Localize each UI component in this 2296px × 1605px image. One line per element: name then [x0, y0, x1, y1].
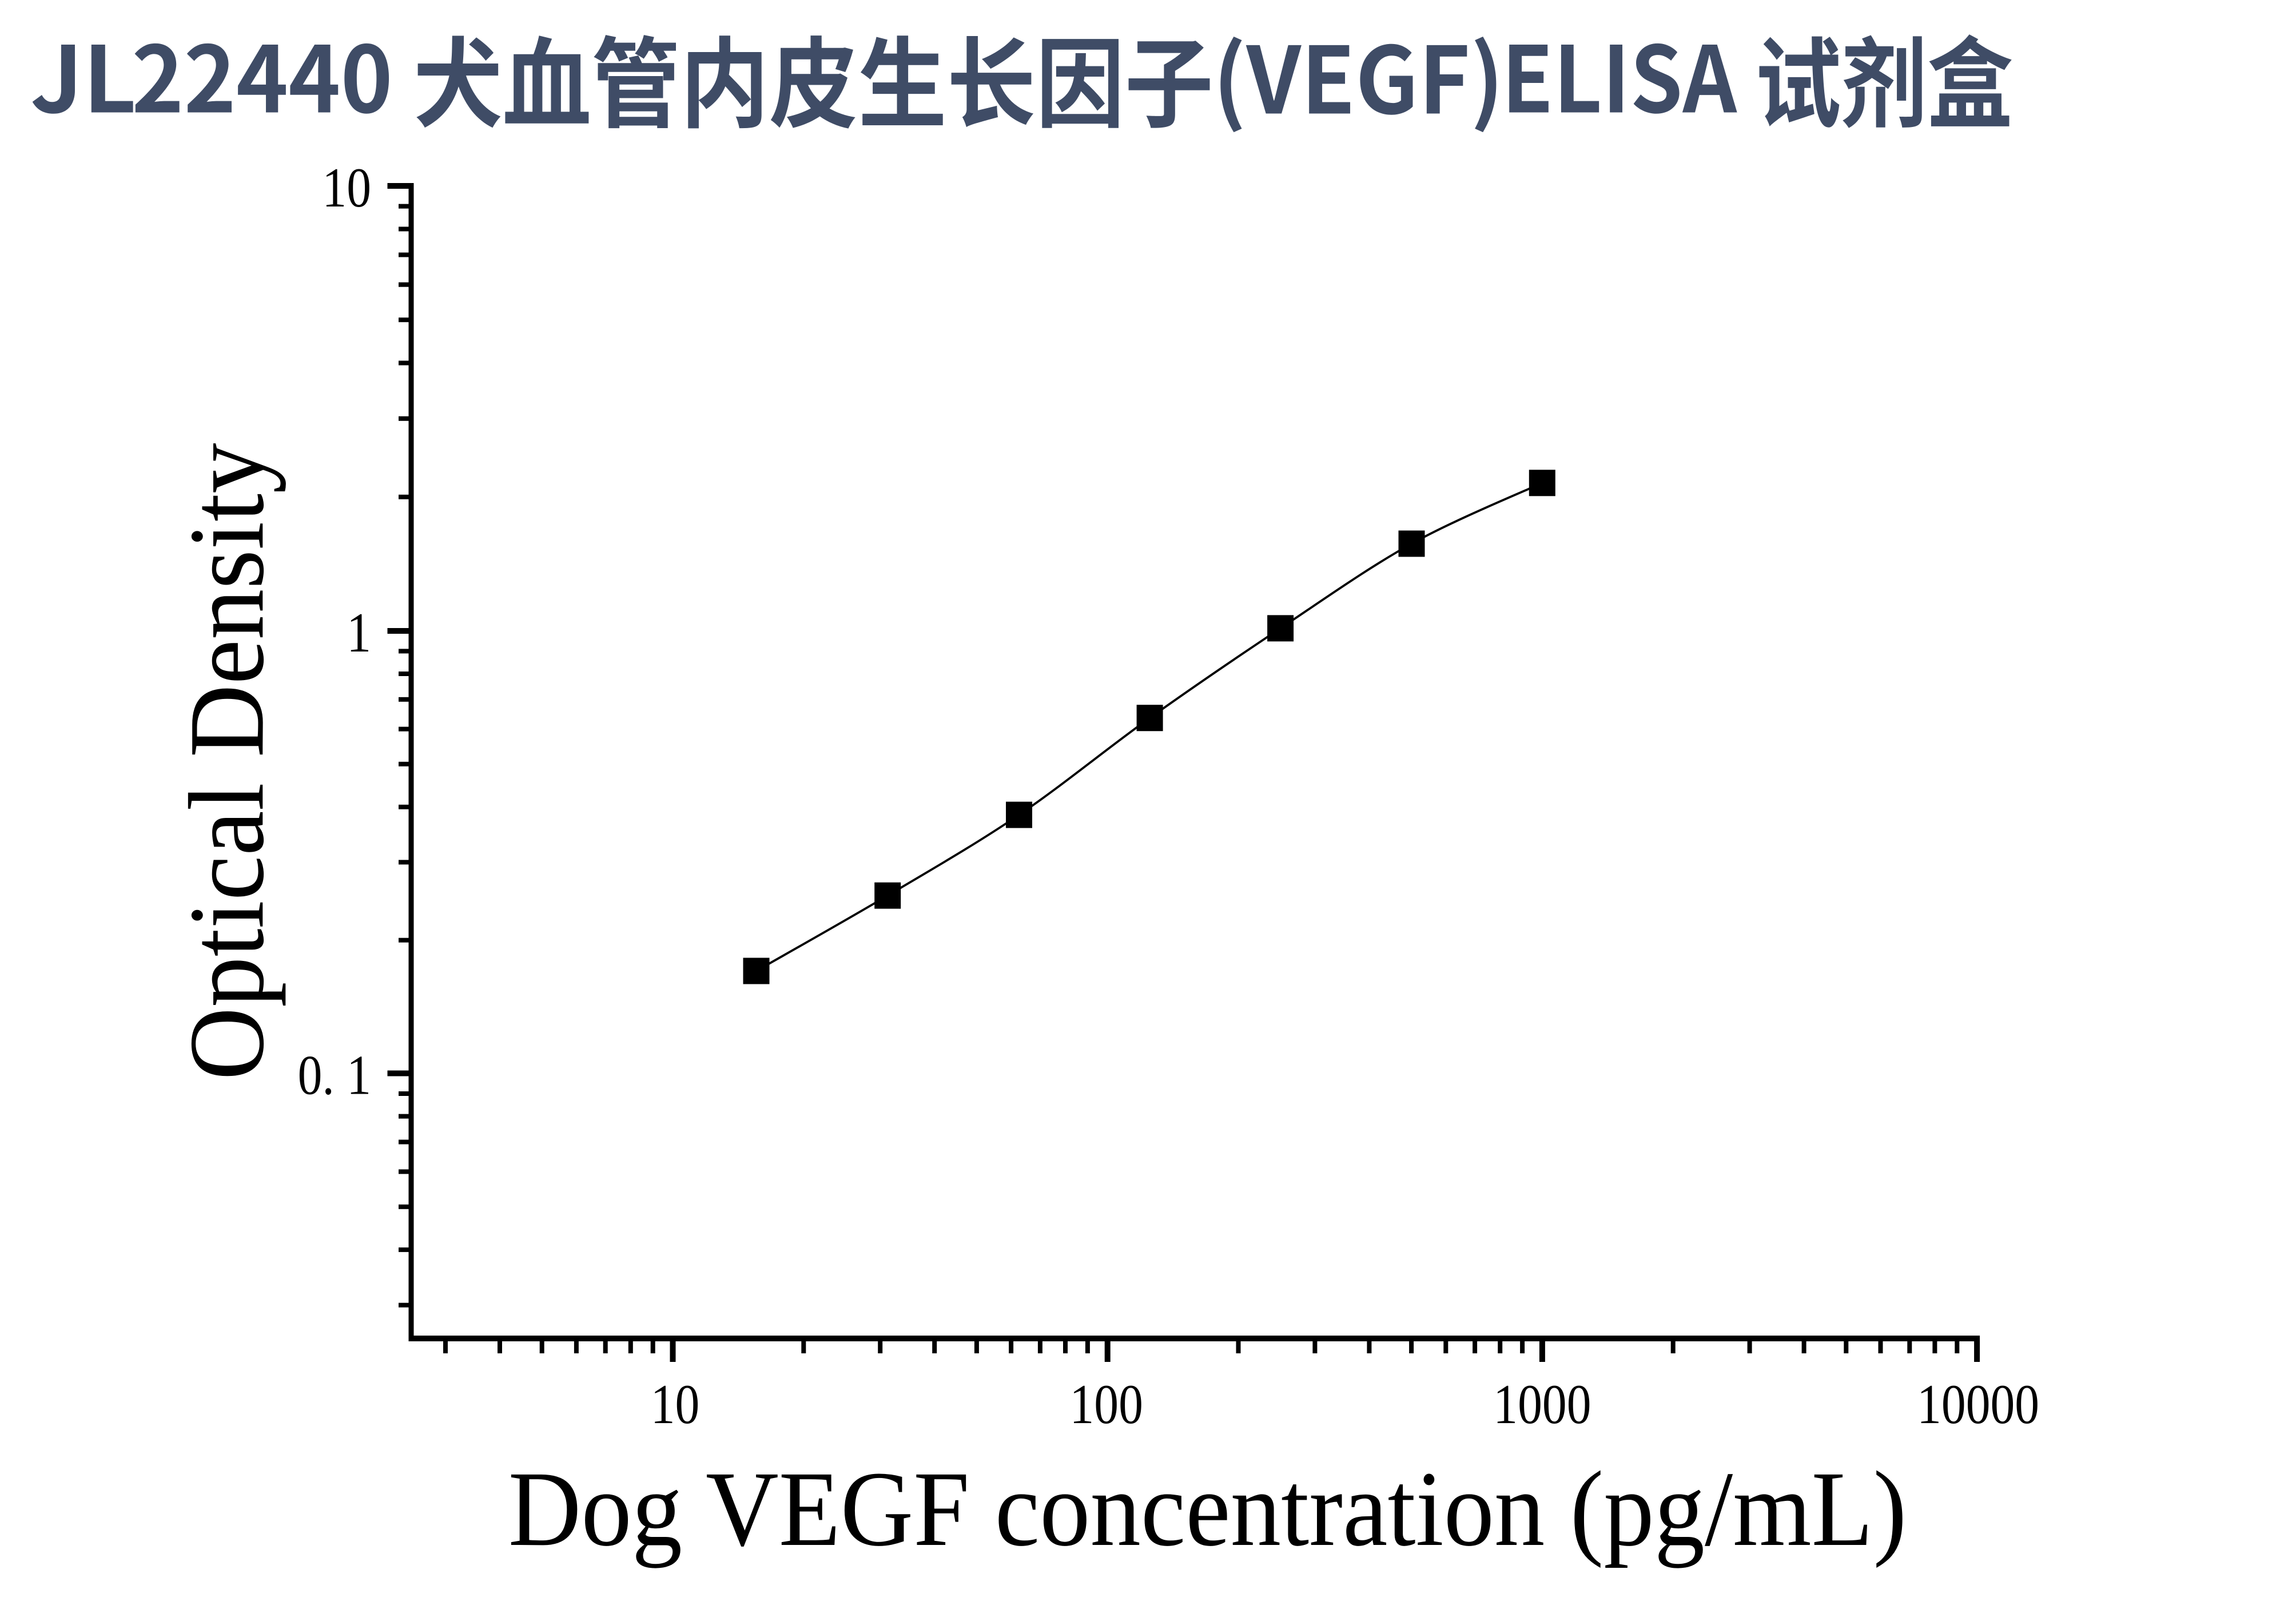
svg-text:1000: 1000	[1493, 1373, 1591, 1436]
svg-text:10: 10	[651, 1373, 700, 1436]
svg-text:10: 10	[322, 157, 371, 219]
svg-text:Dog VEGF concentration (pg/mL): Dog VEGF concentration (pg/mL)	[508, 1449, 1907, 1568]
svg-text:Optical Density: Optical Density	[167, 443, 286, 1080]
svg-text:100: 100	[1069, 1373, 1143, 1436]
svg-text:10000: 10000	[1917, 1373, 2039, 1436]
svg-text:1: 1	[347, 602, 371, 664]
svg-text:0. 1: 0. 1	[298, 1044, 371, 1106]
